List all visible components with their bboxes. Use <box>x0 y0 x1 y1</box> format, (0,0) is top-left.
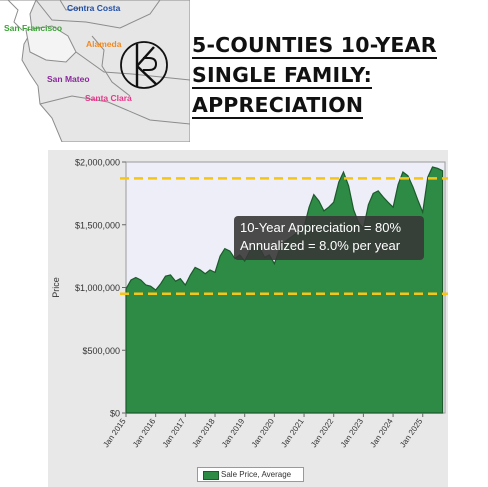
x-tick-label: Jan 2022 <box>309 417 336 450</box>
page-title: 5-COUNTIES 10-YEAR SINGLE FAMILY: APPREC… <box>192 30 482 120</box>
x-tick-label: Jan 2025 <box>398 417 425 450</box>
county-label-santa-clara: Santa Clara <box>85 93 132 103</box>
x-tick-label: Jan 2018 <box>190 417 217 450</box>
x-tick-label: Jan 2015 <box>101 417 128 450</box>
county-label-alameda: Alameda <box>86 39 122 49</box>
legend-swatch <box>203 471 219 480</box>
title-line-1: 5-COUNTIES 10-YEAR <box>192 33 437 59</box>
title-line-3: APPRECIATION <box>192 93 364 119</box>
county-label-contra-costa: Contra Costa <box>67 3 121 13</box>
bay-area-map: Contra Costa San Francisco Alameda San M… <box>0 0 191 143</box>
x-tick-label: Jan 2016 <box>131 417 158 450</box>
y-tick-label: $1,000,000 <box>75 283 120 293</box>
price-chart: $0 $500,000 $1,000,000 $1,500,000 $2,000,000… <box>48 150 448 487</box>
y-tick-label: $1,500,000 <box>75 220 120 230</box>
y-axis-label: Price <box>51 277 61 298</box>
y-tick-label: $0 <box>110 409 120 419</box>
x-tick-label: Jan 2017 <box>161 417 188 450</box>
title-line-2: SINGLE FAMILY: <box>192 63 373 89</box>
x-tick-label: Jan 2020 <box>250 417 277 450</box>
county-label-san-francisco: San Francisco <box>4 23 63 33</box>
appreciation-callout: 10-Year Appreciation = 80% Annualized = … <box>234 216 424 260</box>
county-outline-map <box>0 0 191 143</box>
x-tick-label: Jan 2023 <box>339 417 366 450</box>
y-tick-label: $500,000 <box>82 346 120 356</box>
kp-logo <box>120 41 168 89</box>
y-tick-label: $2,000,000 <box>75 158 120 168</box>
county-label-san-mateo: San Mateo <box>47 74 90 84</box>
legend-label: Sale Price, Average <box>221 470 292 479</box>
x-tick-label: Jan 2024 <box>368 417 395 450</box>
chart-canvas: $0 $500,000 $1,000,000 $1,500,000 $2,000,000… <box>51 158 448 450</box>
callout-line-1: 10-Year Appreciation = 80% <box>240 220 402 235</box>
x-tick-label: Jan 2019 <box>220 417 247 450</box>
chart-legend: Sale Price, Average <box>197 467 304 482</box>
x-tick-label: Jan 2021 <box>279 417 306 450</box>
callout-line-2: Annualized = 8.0% per year <box>240 238 401 253</box>
